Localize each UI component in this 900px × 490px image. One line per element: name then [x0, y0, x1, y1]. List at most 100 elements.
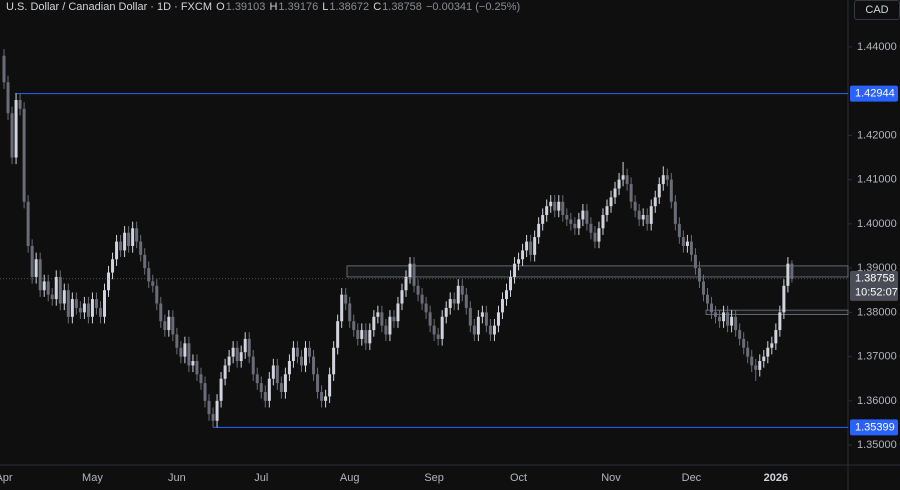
candle-body	[119, 241, 123, 251]
candle-body	[718, 316, 722, 322]
candle-body	[770, 343, 774, 348]
candle-body	[420, 294, 424, 304]
candle-body	[30, 245, 34, 277]
candle-body	[316, 374, 320, 392]
candle-body	[689, 241, 693, 255]
candle-body	[167, 316, 171, 331]
candle-body	[42, 281, 46, 291]
candle-body	[404, 276, 408, 291]
candle-body	[496, 312, 500, 326]
candle-body	[701, 281, 705, 295]
candle-body	[585, 210, 589, 224]
candle-body	[561, 201, 565, 216]
candle-body	[312, 356, 316, 375]
candle-body	[271, 365, 275, 379]
candle-body	[18, 99, 22, 109]
candle-body	[179, 347, 183, 357]
candle-body	[380, 312, 384, 326]
candle-body	[730, 316, 734, 326]
x-tick-label: Apr	[0, 472, 13, 484]
currency-button[interactable]: CAD	[854, 0, 900, 20]
candle-body	[589, 223, 593, 233]
candle-body	[509, 276, 513, 291]
candle-body	[62, 290, 66, 304]
candle-body	[722, 312, 726, 322]
candle-body	[324, 396, 328, 401]
candle-body	[521, 250, 525, 260]
candle-body	[151, 281, 155, 286]
candle-body	[706, 294, 709, 304]
x-tick-label: Oct	[510, 472, 527, 484]
candle-body	[46, 281, 50, 295]
candle-body	[613, 188, 617, 198]
candle-body	[388, 316, 392, 335]
candle-body	[754, 365, 758, 370]
candle-body	[344, 294, 348, 304]
candle-body	[412, 263, 416, 286]
candle-body	[299, 356, 303, 366]
last-price-label: 1.38758	[855, 273, 895, 285]
candle-body	[6, 82, 10, 114]
candle-body	[239, 352, 243, 362]
high-value: 1.39176	[278, 1, 319, 13]
x-tick-label: Nov	[601, 472, 621, 484]
candle-body	[328, 374, 332, 397]
candle-body	[115, 241, 119, 260]
candle-body	[90, 299, 94, 317]
price-tag-label: 1.42944	[855, 88, 895, 100]
candle-body	[207, 400, 211, 415]
x-tick-label: May	[82, 472, 103, 484]
candle-body	[448, 299, 452, 308]
candle-body	[191, 361, 195, 366]
candle-body	[243, 338, 247, 353]
candle-body	[70, 299, 74, 317]
candle-body	[291, 347, 295, 362]
candle-body	[372, 316, 376, 331]
candle-body	[163, 321, 167, 331]
field: L	[322, 1, 329, 13]
candle-body	[147, 268, 151, 282]
x-tick-label: Dec	[682, 472, 702, 484]
zone	[346, 265, 849, 278]
candle-body	[726, 312, 730, 326]
candle-body	[26, 201, 30, 246]
candle-body	[681, 237, 685, 246]
candle-body	[621, 175, 625, 180]
candle-body	[38, 259, 42, 291]
candle-body	[175, 334, 179, 348]
low-value: 1.38672	[329, 1, 370, 13]
candle-body	[155, 285, 159, 304]
candle-body	[74, 299, 78, 308]
candle-body	[86, 303, 90, 317]
candle-body	[304, 347, 307, 366]
candle-body	[444, 307, 448, 317]
field: O	[216, 1, 225, 13]
candle-body	[103, 290, 106, 317]
candle-body	[505, 290, 508, 300]
price-tag	[850, 270, 898, 301]
candle-body	[78, 307, 82, 313]
candle-body	[569, 219, 573, 224]
candle-body	[533, 237, 537, 255]
candle-body	[432, 325, 436, 335]
candle-body	[400, 290, 404, 304]
candle-body	[597, 228, 601, 242]
change: −0.00341 (−0.25%)	[425, 1, 521, 13]
price-tag-label: 1.35399	[855, 421, 895, 433]
y-tick-label: 1.35000	[857, 439, 897, 451]
candle-body	[545, 206, 549, 216]
candle-body	[203, 383, 207, 401]
candle-body	[673, 201, 677, 224]
candle-body	[428, 312, 432, 326]
candle-body	[247, 338, 251, 357]
candle-body	[549, 201, 553, 207]
y-tick-label: 1.36000	[857, 395, 897, 407]
candle-body	[348, 303, 352, 322]
candle-body	[424, 303, 428, 313]
candle-body	[766, 347, 770, 357]
candle-body	[746, 347, 750, 357]
candle-body	[259, 383, 263, 392]
candle-body	[693, 254, 697, 269]
candle-body	[669, 179, 673, 202]
candle-body	[356, 330, 360, 339]
